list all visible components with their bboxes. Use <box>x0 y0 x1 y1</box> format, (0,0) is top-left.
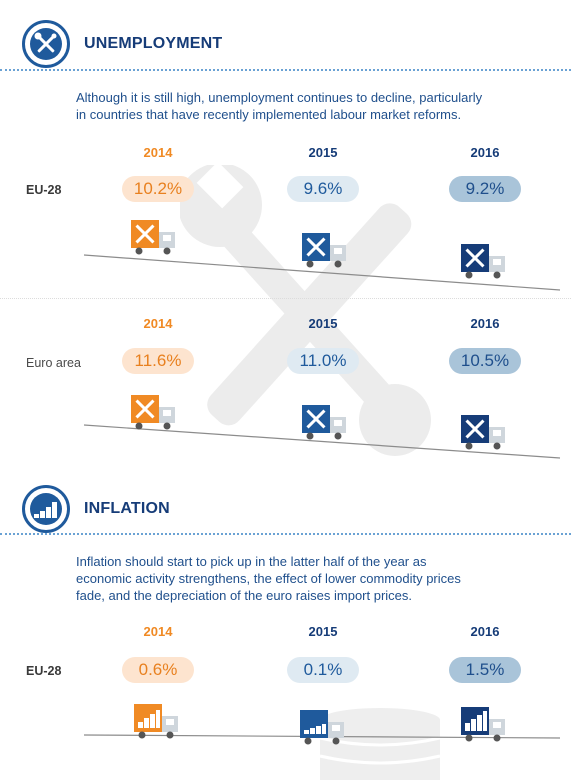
year-label: 2015 <box>308 316 338 331</box>
tools-truck-icon <box>461 415 505 450</box>
inflation-intro-line2: economic activity strengthens, the effec… <box>76 571 461 586</box>
value-pill-2015: 0.1% <box>287 657 359 683</box>
coins-truck-icon <box>461 707 505 742</box>
unemployment-intro-line1: Although it is still high, unemployment … <box>76 90 483 105</box>
value-pill-2016: 1.5% <box>449 657 521 683</box>
unemployment-intro-line2: in countries that have recently implemen… <box>76 107 462 122</box>
unemployment-header-divider <box>0 69 571 71</box>
value-pill-2016: 9.2% <box>449 176 521 202</box>
inflation-section-icon <box>22 485 70 533</box>
coins-truck-icon <box>300 710 344 745</box>
year-label: 2015 <box>308 145 338 160</box>
value-pill-2015: 11.0% <box>287 348 359 374</box>
year-label: 2014 <box>143 316 173 331</box>
inflation-title: INFLATION <box>84 500 170 517</box>
year-label: 2016 <box>470 316 500 331</box>
tools-icon <box>34 32 57 53</box>
tools-truck-icon <box>302 233 346 268</box>
tools-truck-icon <box>302 405 346 440</box>
tools-truck-icon <box>131 395 175 430</box>
value-pill-2014: 0.6% <box>122 657 194 683</box>
row-label-eu28-inflation: EU-28 <box>26 664 62 678</box>
row-label-euro-area: Euro area <box>26 356 81 370</box>
row-divider <box>0 298 571 299</box>
year-label: 2014 <box>143 145 173 160</box>
inflation-intro: Inflation should start to pick up in the… <box>76 553 566 604</box>
year-label: 2014 <box>143 624 173 639</box>
inflation-intro-line3: fade, and the depreciation of the euro r… <box>76 588 413 603</box>
row-label-eu28: EU-28 <box>26 183 62 197</box>
tools-truck-icon <box>131 220 175 255</box>
value-pill-2016: 10.5% <box>449 348 521 374</box>
unemployment-title: UNEMPLOYMENT <box>84 35 223 52</box>
inflation-header-divider <box>0 533 571 535</box>
value-pill-2014: 11.6% <box>122 348 194 374</box>
unemployment-intro: Although it is still high, unemployment … <box>76 89 566 123</box>
tools-truck-icon <box>461 244 505 279</box>
value-pill-2014: 10.2% <box>122 176 194 202</box>
unemployment-section-icon <box>22 20 70 68</box>
inflation-intro-line1: Inflation should start to pick up in the… <box>76 554 427 569</box>
coin-stacks-icon <box>34 502 57 518</box>
year-label: 2015 <box>308 624 338 639</box>
year-label: 2016 <box>470 624 500 639</box>
year-label: 2016 <box>470 145 500 160</box>
value-pill-2015: 9.6% <box>287 176 359 202</box>
coins-truck-icon <box>134 704 178 739</box>
